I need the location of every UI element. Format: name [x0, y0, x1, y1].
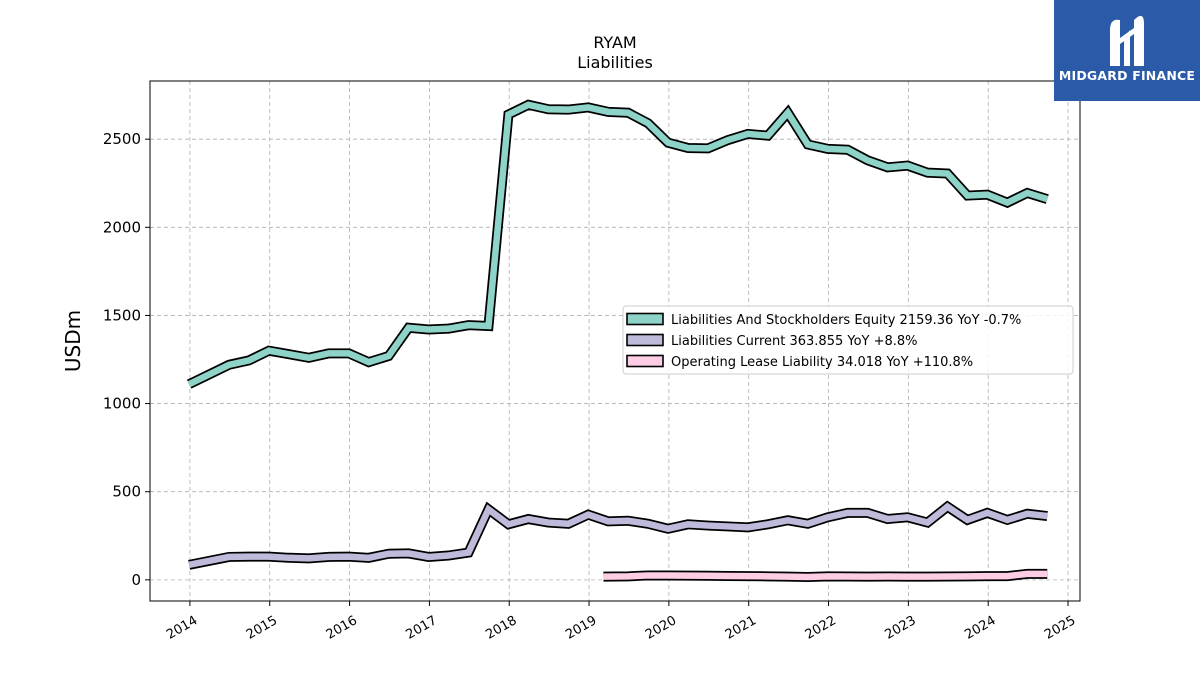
series-2 [603, 568, 1048, 583]
x-tick-label: 2023 [883, 613, 919, 643]
legend: Liabilities And Stockholders Equity 2159… [622, 305, 1074, 375]
legend-label: Operating Lease Liability 34.018 YoY +11… [671, 355, 973, 370]
legend-swatch [626, 333, 664, 347]
y-tick-label: 2500 [103, 130, 141, 148]
x-tick-label: 2015 [244, 613, 280, 643]
legend-frame [622, 305, 1074, 375]
plot-area-frame [149, 80, 1081, 602]
y-tick-label: 0 [131, 571, 141, 589]
x-axis-ticks: 2014 2015 2016 2017 2018 2019 2020 2021 2022 2023… [164, 601, 1078, 643]
brand-logo: MIDGARD FINANCE [1054, 0, 1200, 101]
x-tick-label: 2022 [803, 613, 839, 643]
x-tick-label: 2016 [324, 613, 360, 643]
series-layer [186, 99, 1049, 583]
x-tick-label: 2014 [164, 613, 200, 643]
x-tick-label: 2017 [404, 613, 440, 643]
y-tick-label: 1500 [103, 306, 141, 324]
x-tick-label: 2020 [643, 613, 679, 643]
x-tick-label: 2019 [563, 613, 599, 643]
x-tick-label: 2024 [962, 613, 998, 643]
logo-text: MIDGARD FINANCE [1058, 68, 1196, 83]
y-tick-label: 500 [112, 483, 141, 501]
chart-title: RYAM [593, 33, 636, 52]
legend-label: Liabilities Current 363.855 YoY +8.8% [671, 334, 918, 349]
series-line [187, 101, 1049, 388]
y-axis-ticks: 0 500 1000 1500 2000 2500 [103, 130, 150, 589]
logo-mark-icon [1110, 15, 1144, 66]
series-line [188, 502, 1048, 569]
x-tick-label: 2021 [723, 613, 759, 643]
chart-subtitle: Liabilities [577, 53, 653, 72]
legend-swatch [626, 312, 664, 326]
series-0 [186, 99, 1049, 389]
y-axis-label: USDm [61, 310, 85, 372]
x-tick-label: 2025 [1042, 613, 1078, 643]
x-tick-label: 2018 [483, 613, 519, 643]
legend-label: Liabilities And Stockholders Equity 2159… [671, 313, 1021, 328]
series-line [603, 570, 1048, 581]
y-tick-label: 1000 [103, 395, 141, 413]
legend-swatch [626, 354, 664, 368]
series-1 [188, 500, 1048, 570]
y-tick-label: 2000 [103, 218, 141, 236]
